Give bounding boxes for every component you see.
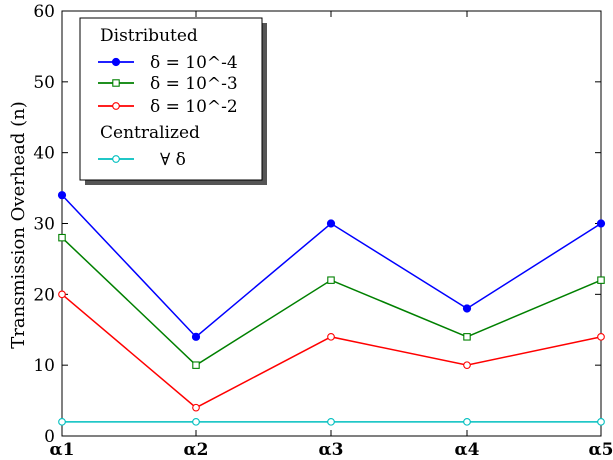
data-point [596, 219, 606, 228]
data-point [463, 417, 471, 426]
y-tick-label: 30 [33, 215, 55, 235]
x-tick-label: α5 [589, 440, 613, 460]
data-point [597, 276, 605, 284]
data-point [58, 290, 66, 299]
legend-marker [112, 155, 120, 163]
data-point [597, 332, 605, 341]
legend-entry: δ = 10^-3 [150, 74, 238, 94]
data-point [58, 417, 66, 426]
x-tick-label: α3 [319, 440, 344, 460]
data-point [462, 304, 472, 313]
y-tick-label: 20 [33, 285, 55, 305]
legend-heading-distributed: Distributed [100, 26, 198, 46]
data-point [192, 403, 200, 412]
legend-marker [112, 79, 120, 87]
legend-marker [112, 102, 120, 110]
data-point [192, 417, 200, 426]
data-point [57, 191, 67, 200]
data-point [327, 276, 335, 284]
legend-heading-centralized: Centralized [100, 123, 200, 143]
data-point [192, 361, 200, 369]
data-point [327, 332, 335, 341]
legend-box [79, 17, 263, 181]
data-point [327, 417, 335, 426]
data-point [463, 333, 471, 341]
y-axis-label: Transmission Overhead (n) [8, 101, 29, 348]
data-point [58, 233, 66, 242]
series-line-2 [61, 237, 602, 367]
legend-marker [111, 57, 121, 67]
y-tick-label: 50 [33, 73, 55, 93]
y-tick-label: 10 [33, 356, 55, 376]
x-tick-label: α1 [50, 440, 75, 460]
data-point [326, 219, 336, 228]
data-point [463, 361, 471, 370]
x-tick-label: α2 [184, 440, 209, 460]
data-point [597, 417, 605, 426]
x-tick-label: α4 [455, 440, 480, 460]
legend-entry: δ = 10^-4 [150, 53, 238, 73]
y-tick-label: 40 [33, 144, 55, 164]
legend-entry: δ = 10^-2 [150, 97, 238, 117]
legend-entry: ∀ δ [160, 150, 186, 170]
data-point [191, 332, 201, 341]
y-tick-label: 60 [33, 2, 55, 22]
y-tick-label: 0 [44, 427, 55, 447]
plot-area: 0 10 20 30 40 50 60 α1 α2 α3 α4 α5 Distributed δ = 10… [33, 2, 613, 460]
series-line-3 [61, 293, 602, 409]
